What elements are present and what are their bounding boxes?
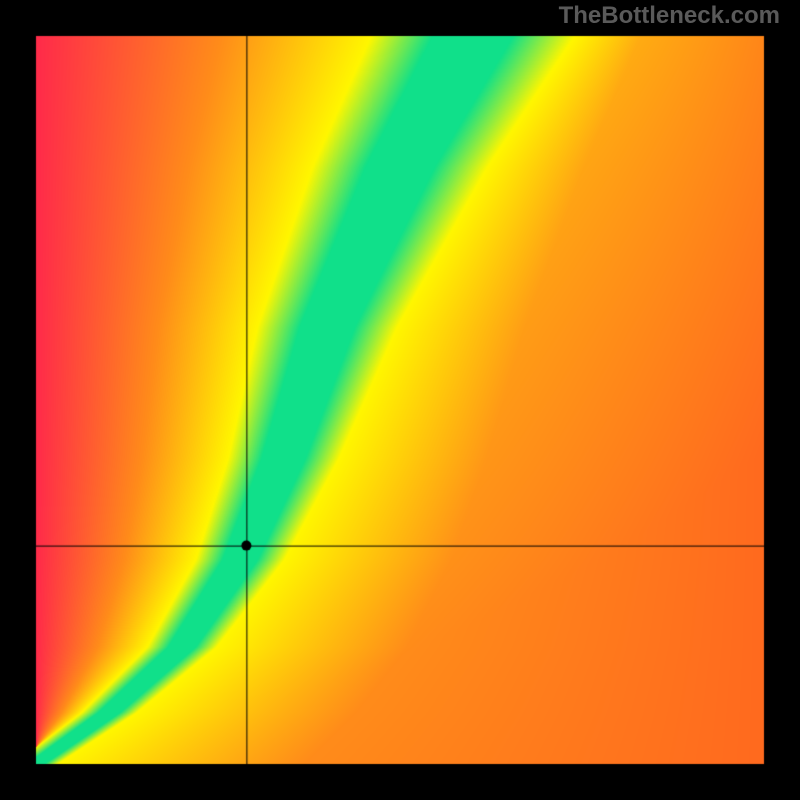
watermark-text: TheBottleneck.com	[559, 2, 780, 30]
heatmap-canvas	[0, 0, 800, 800]
heatmap-plot	[0, 0, 800, 800]
